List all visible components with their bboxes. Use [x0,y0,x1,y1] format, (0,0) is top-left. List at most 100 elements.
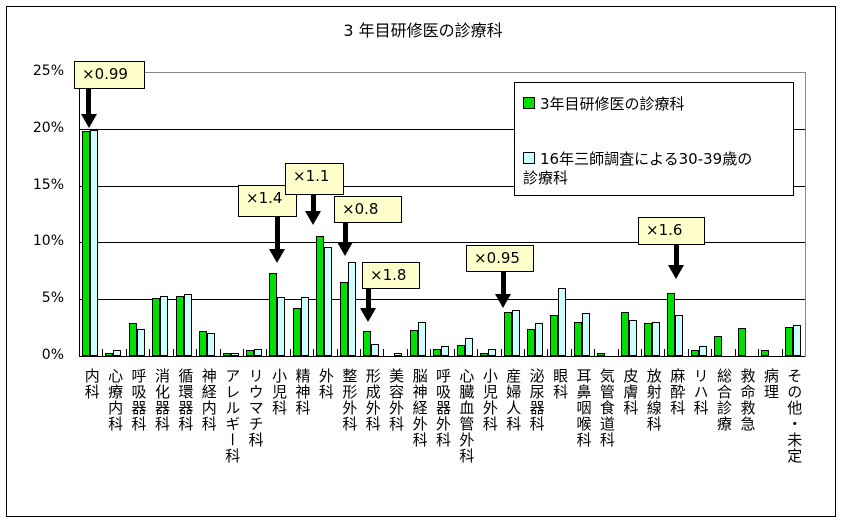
bar-series1 [245,350,254,356]
bar-series2 [417,322,426,356]
arrow-icon [86,89,91,115]
bar-series2 [347,262,356,356]
annotation-geka: ×1.1 [285,163,344,195]
x-axis-label: 外科 [316,368,335,400]
bar-series1 [339,282,348,356]
bar-series2 [792,325,801,356]
bar-series1 [105,353,114,356]
y-tick-label: 5% [41,290,64,306]
x-tick [758,349,759,356]
bar-series2 [207,333,216,356]
arrowhead-icon [81,114,97,128]
x-axis-label: リハ科 [691,368,710,416]
bar-series2 [698,346,707,356]
bar-series2 [324,247,333,356]
bar-series2 [464,338,473,356]
bar-series1 [737,328,746,356]
bar-series2 [113,350,122,356]
gridline [79,72,805,73]
annotation-naika: ×0.99 [74,61,145,89]
bar-series1 [503,312,512,356]
x-axis-label: 耳鼻咽喉科 [574,368,593,448]
x-tick [290,349,291,356]
x-axis-label: 呼吸器外科 [434,368,452,448]
arrow-icon [674,240,679,268]
x-tick [711,349,712,356]
x-axis-label: 循環器科 [176,368,195,432]
bar-series1 [363,331,372,356]
x-axis-label: 総合診療 [715,368,734,432]
bar-series2 [253,349,262,356]
bar-series1 [433,349,442,356]
x-tick [735,349,736,356]
x-axis-label: 内科 [82,368,101,400]
arrow-icon [275,217,280,251]
x-axis-label: 小児外科 [480,368,499,432]
bar-series1 [714,336,723,356]
y-tick-label: 25% [32,63,64,79]
x-tick [524,349,525,356]
bar-series2 [628,320,637,356]
x-tick [594,349,595,356]
x-tick [266,349,267,356]
bar-series1 [667,293,676,356]
y-axis-line [79,72,80,357]
bar-series1 [292,308,301,356]
x-axis-label: 産婦人科 [504,368,523,432]
bar-series1 [456,345,465,356]
bar-series1 [82,131,90,356]
bar-series2 [488,349,497,356]
bar-series1 [573,322,582,356]
bar-series2 [183,294,192,356]
bar-series2 [90,130,98,356]
arrowhead-icon [495,294,511,308]
bar-series2 [675,315,684,356]
x-axis-label: 神経内科 [199,368,218,432]
gridline [79,299,805,300]
legend-swatch-green [523,97,535,109]
x-tick [688,349,689,356]
x-tick [243,349,244,356]
x-axis-label: 消化器科 [152,368,171,432]
x-tick [501,349,502,356]
x-tick [360,349,361,356]
x-axis-line [79,356,806,357]
y-tick-label: 10% [32,233,64,249]
arrowhead-icon [269,249,285,263]
legend-item-series2: 16年三師調査による30-39歳の 診療科 [523,150,752,188]
x-axis-label: 眼科 [551,368,570,400]
x-tick [196,349,197,356]
arrowhead-icon [337,242,353,256]
arrow-icon [311,195,316,212]
bar-series1 [175,296,184,356]
x-axis-label: 放射線科 [644,368,663,432]
legend: 3年目研修医の診療科 16年三師調査による30-39歳の 診療科 [514,82,794,196]
bar-series1 [620,312,629,356]
x-tick [102,349,103,356]
x-tick [477,349,478,356]
bar-series1 [316,236,325,356]
bar-series1 [480,353,489,356]
x-axis-label: 心臓血管外科 [457,368,476,464]
gridline [79,242,805,243]
x-tick [220,349,221,356]
x-axis-label: 麻酔科 [668,368,687,416]
bar-series2 [371,344,380,356]
bar-series1 [222,353,231,356]
y-tick-label: 15% [32,177,64,193]
arrowhead-icon [305,211,321,225]
bar-series1 [644,323,653,356]
legend-label-series2-line2: 診療科 [523,169,569,187]
x-tick [454,349,455,356]
bar-series2 [136,329,145,356]
x-tick [547,349,548,356]
annotation-masuika: ×1.6 [638,217,705,245]
x-axis-label: 気管食道科 [597,368,616,448]
chart-title: 3 年目研修医の診療科 [343,21,503,40]
x-tick [430,349,431,356]
bar-series2 [652,322,661,356]
x-tick [782,349,783,356]
bar-series2 [534,323,543,356]
bar-series1 [597,353,606,356]
arrow-icon [501,272,506,296]
